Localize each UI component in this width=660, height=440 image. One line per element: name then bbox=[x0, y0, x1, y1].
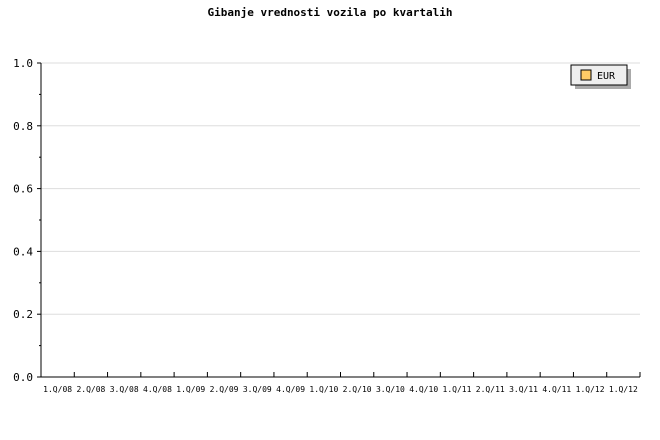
x-tick-label: 2.Q/10 bbox=[343, 385, 372, 394]
x-tick-label: 4.Q/08 bbox=[143, 385, 172, 394]
x-axis: 1.Q/08 2.Q/08 3.Q/08 4.Q/08 1.Q/09 2.Q/09 3.Q/… bbox=[40, 372, 641, 394]
x-tick-label: 2.Q/09 bbox=[210, 385, 239, 394]
legend-swatch-eur bbox=[580, 69, 592, 81]
y-axis: 0.0 0.2 0.4 0.6 0.8 1.0 bbox=[13, 57, 41, 384]
x-tick-label: 1.Q/12 bbox=[576, 385, 605, 394]
x-tick-label: 1.Q/08 bbox=[43, 385, 72, 394]
legend: EUR bbox=[570, 64, 631, 89]
y-tick-label: 0.6 bbox=[13, 183, 33, 196]
axes bbox=[40, 63, 640, 378]
y-tick-label: 0.4 bbox=[13, 245, 33, 258]
x-tick-label: 1.Q/10 bbox=[309, 385, 338, 394]
x-tick-label: 4.Q/09 bbox=[276, 385, 305, 394]
x-tick-label: 3.Q/09 bbox=[243, 385, 272, 394]
x-tick-label: 1.Q/12 bbox=[609, 385, 638, 394]
x-tick-label: 2.Q/08 bbox=[76, 385, 105, 394]
y-tick-label: 0.0 bbox=[13, 371, 33, 384]
y-tick-label: 0.2 bbox=[13, 308, 33, 321]
x-tick-label: 1.Q/09 bbox=[176, 385, 205, 394]
x-tick-label: 4.Q/11 bbox=[542, 385, 571, 394]
x-tick-label: 4.Q/10 bbox=[409, 385, 438, 394]
x-tick-label: 1.Q/11 bbox=[443, 385, 472, 394]
chart-title: Gibanje vrednosti vozila po kvartalih bbox=[207, 6, 452, 19]
y-tick-label: 1.0 bbox=[13, 57, 33, 70]
legend-label-eur: EUR bbox=[597, 71, 616, 82]
x-tick-label: 2.Q/11 bbox=[476, 385, 505, 394]
y-tick-label: 0.8 bbox=[13, 120, 33, 133]
x-tick-label: 3.Q/11 bbox=[509, 385, 538, 394]
x-tick-label: 3.Q/08 bbox=[110, 385, 139, 394]
grid bbox=[41, 62, 640, 315]
x-tick-label: 3.Q/10 bbox=[376, 385, 405, 394]
